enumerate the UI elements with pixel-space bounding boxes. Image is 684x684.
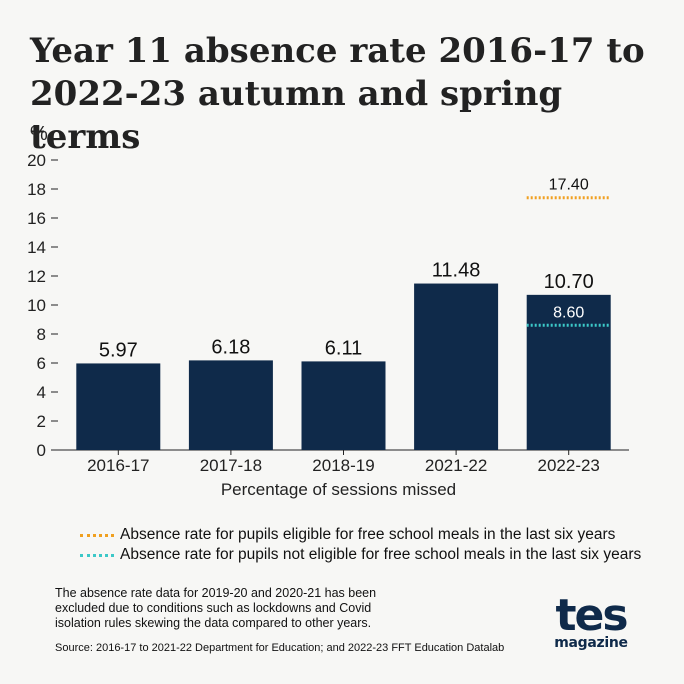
x-tick-label: 2021-22 bbox=[425, 456, 487, 475]
x-tick-label: 2018-19 bbox=[312, 456, 374, 475]
bar-value-label: 6.11 bbox=[325, 337, 362, 359]
y-tick-label: 14 bbox=[27, 238, 46, 257]
bar-2021-22 bbox=[414, 283, 499, 450]
y-axis-ticks: 0 2 4 6 8 10 12 14 16 18 20 bbox=[27, 151, 58, 460]
x-tick-label: 2017-18 bbox=[200, 456, 262, 475]
y-tick-label: 10 bbox=[27, 296, 46, 315]
bar-2016-17 bbox=[76, 363, 161, 450]
x-axis-label: Percentage of sessions missed bbox=[221, 480, 456, 499]
x-tick-label: 2022-23 bbox=[538, 456, 600, 475]
legend-item-non-fsm: Absence rate for pupils not eligible for… bbox=[80, 545, 641, 565]
bar-2022-23 bbox=[526, 294, 611, 450]
x-axis-ticks: 2016-17 2017-18 2018-19 2021-22 2022-23 bbox=[87, 450, 600, 475]
legend-swatch-non-fsm bbox=[80, 553, 114, 557]
y-tick-label: 12 bbox=[27, 267, 46, 286]
chart-title: Year 11 absence rate 2016-17 to 2022-23 … bbox=[30, 31, 645, 157]
y-axis-unit: % bbox=[30, 123, 48, 145]
bar-2018-19 bbox=[301, 361, 386, 450]
legend-item-fsm: Absence rate for pupils eligible for fre… bbox=[80, 525, 641, 545]
footnote: The absence rate data for 2019-20 and 20… bbox=[55, 586, 377, 630]
bar-chart: % 0 2 4 6 8 10 12 14 16 18 20 5.97 6.18 6.11 11.48 10.… bbox=[27, 123, 629, 499]
x-tick-label: 2016-17 bbox=[87, 456, 149, 475]
y-tick-label: 20 bbox=[27, 151, 46, 170]
legend-label-fsm: Absence rate for pupils eligible for fre… bbox=[120, 526, 616, 543]
y-tick-label: 2 bbox=[37, 412, 46, 431]
y-tick-label: 4 bbox=[37, 383, 46, 402]
y-tick-label: 18 bbox=[27, 180, 46, 199]
y-tick-label: 0 bbox=[37, 441, 46, 460]
marker-label-0: 17.40 bbox=[549, 177, 589, 194]
logo-wordmark: tes bbox=[555, 590, 628, 641]
bar-value-label: 10.70 bbox=[544, 271, 594, 293]
bar-value-label: 11.48 bbox=[432, 260, 481, 282]
bars: 5.97 6.18 6.11 11.48 10.70 bbox=[76, 260, 611, 450]
bar-2017-18 bbox=[188, 360, 273, 450]
y-tick-label: 8 bbox=[37, 325, 46, 344]
markers: 17.40 8.60 bbox=[526, 177, 611, 327]
y-tick-label: 6 bbox=[37, 354, 46, 373]
legend-label-non-fsm: Absence rate for pupils not eligible for… bbox=[120, 546, 642, 563]
y-tick-label: 16 bbox=[27, 209, 46, 228]
bar-value-label: 6.18 bbox=[211, 336, 250, 358]
marker-label-1: 8.60 bbox=[553, 304, 584, 321]
tes-magazine-logo: tes magazine bbox=[551, 590, 631, 651]
source-line: Source: 2016-17 to 2021-22 Department fo… bbox=[55, 642, 505, 654]
legend: Absence rate for pupils eligible for fre… bbox=[80, 525, 641, 565]
legend-swatch-fsm bbox=[80, 533, 114, 537]
logo-subtitle: magazine bbox=[554, 635, 628, 651]
bar-value-label: 5.97 bbox=[99, 339, 138, 361]
